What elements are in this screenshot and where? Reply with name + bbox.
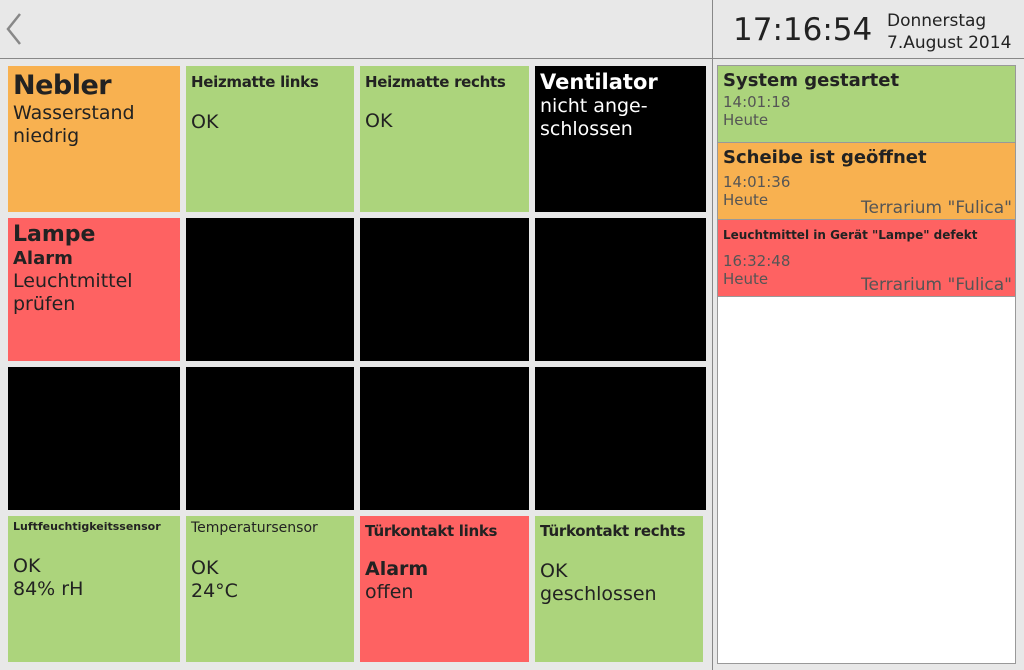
date: Donnerstag 7.August 2014 [887, 10, 1011, 54]
event-item[interactable]: Scheibe ist geöffnet 14:01:36 Heute Terr… [718, 143, 1015, 220]
event-location: Terrarium "Fulica" [861, 275, 1012, 295]
event-day: Heute [723, 111, 769, 129]
tile-line: niedrig [13, 125, 80, 148]
tile-title: Heizmatte links [191, 73, 319, 91]
tile-title: Heizmatte rechts [365, 73, 506, 91]
tile-title: Lampe [13, 222, 96, 247]
tile-line: OK [13, 555, 41, 578]
event-day: Heute [723, 270, 769, 288]
tile-line: 84% rH [13, 577, 84, 600]
event-title: Scheibe ist geöffnet [723, 147, 927, 168]
tile-empty [360, 367, 529, 510]
tile-title: Temperatursensor [191, 520, 318, 536]
event-item[interactable]: System gestartet 14:01:18 Heute [718, 66, 1015, 143]
tile-line: nicht ange- [540, 95, 648, 118]
tile-heizmatte-links[interactable]: Heizmatte links OK [186, 66, 354, 212]
tile-heizmatte-rechts[interactable]: Heizmatte rechts OK [360, 66, 529, 212]
tile-line: OK [540, 560, 568, 582]
clock: 17:16:54 [733, 12, 873, 48]
tile-line: OK [191, 556, 219, 579]
tile-line: Wasserstand [13, 102, 135, 125]
event-title: Leuchtmittel in Gerät "Lampe" defekt [723, 228, 978, 242]
tile-line: 24°C [191, 579, 238, 602]
tile-title: Türkontakt links [365, 522, 498, 540]
tile-empty [360, 218, 529, 361]
tile-line: OK [191, 111, 219, 133]
weekday: Donnerstag [887, 11, 987, 31]
tile-empty [8, 367, 180, 510]
tile-empty [186, 367, 354, 510]
alarm-label: Alarm [365, 558, 429, 580]
tile-title: Luftfeuchtigkeitssensor [13, 520, 161, 533]
tile-tuerkontakt-links[interactable]: Türkontakt links Alarm offen [360, 516, 529, 662]
event-log[interactable]: System gestartet 14:01:18 Heute Scheibe … [717, 65, 1016, 664]
tile-line: Leuchtmittel [13, 269, 133, 292]
tile-nebler[interactable]: Nebler Wasserstand niedrig [8, 66, 180, 212]
tile-title: Türkontakt rechts [540, 522, 686, 540]
tile-empty [535, 367, 706, 510]
tile-line: OK [365, 110, 393, 132]
tile-empty [535, 218, 706, 361]
tile-tuerkontakt-rechts[interactable]: Türkontakt rechts OK geschlossen [535, 516, 703, 662]
divider [712, 0, 713, 670]
tile-title: Ventilator [540, 70, 658, 94]
event-time: 16:32:48 [723, 252, 791, 270]
event-item[interactable]: Leuchtmittel in Gerät "Lampe" defekt 16:… [718, 220, 1015, 297]
event-location: Terrarium "Fulica" [861, 198, 1012, 218]
tile-title: Nebler [13, 70, 112, 101]
header: 17:16:54 Donnerstag 7.August 2014 [0, 0, 1024, 59]
event-title: System gestartet [723, 70, 900, 91]
event-time: 14:01:36 [723, 173, 791, 191]
tile-temperatursensor[interactable]: Temperatursensor OK 24°C [186, 516, 354, 662]
tile-luftfeuchtigkeitssensor[interactable]: Luftfeuchtigkeitssensor OK 84% rH [8, 516, 180, 662]
tile-empty [186, 218, 354, 361]
tile-line: offen [365, 580, 414, 603]
tile-ventilator[interactable]: Ventilator nicht ange- schlossen [535, 66, 706, 212]
date-text: 7.August 2014 [887, 33, 1012, 53]
event-day: Heute [723, 191, 769, 209]
tile-line: schlossen [540, 117, 633, 140]
alarm-label: Alarm [13, 248, 73, 270]
tile-line: geschlossen [540, 582, 657, 605]
tile-lampe[interactable]: Lampe Alarm Leuchtmittel prüfen [8, 218, 180, 361]
tile-line: prüfen [13, 292, 76, 315]
event-time: 14:01:18 [723, 93, 791, 111]
chevron-left-icon[interactable] [4, 12, 26, 46]
